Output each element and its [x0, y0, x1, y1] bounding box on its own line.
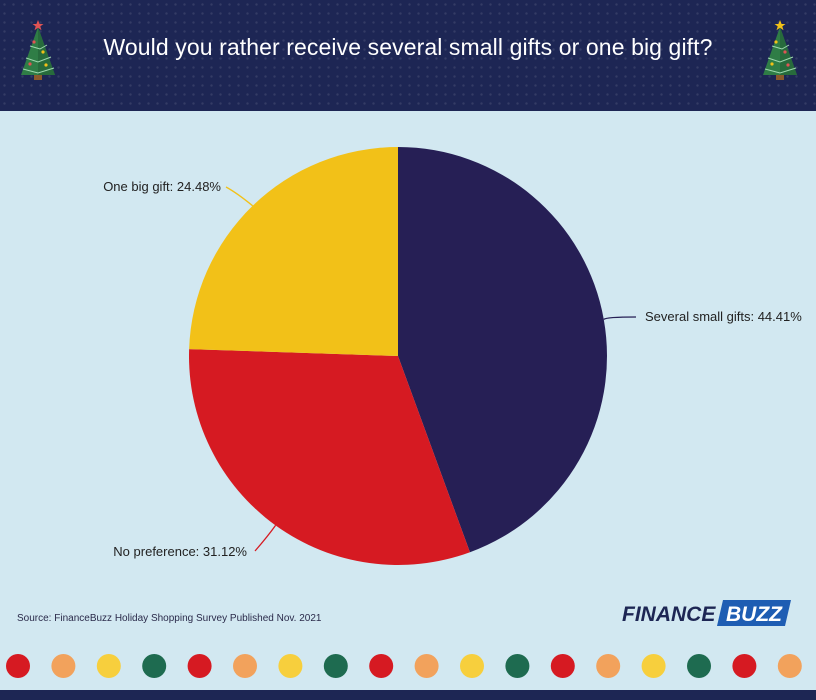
decorative-dot: [142, 654, 167, 678]
leader-line: [254, 524, 277, 552]
decorative-dot: [687, 654, 711, 678]
financebuzz-logo: FINANCE BUZZ: [622, 600, 791, 626]
decorative-dot: [732, 654, 757, 678]
data-label: Several small gifts: 44.41%: [645, 309, 802, 324]
decorative-dot: [460, 654, 484, 678]
decorative-dot: [96, 654, 121, 678]
decorative-dot: [777, 654, 802, 678]
header-banner: Would you rather receive several small g…: [0, 0, 816, 111]
decorative-dot: [550, 654, 575, 678]
logo-word-buzz: BUZZ: [726, 603, 783, 626]
decorative-dot: [369, 654, 394, 678]
footer-band: [0, 690, 816, 700]
decorative-dot: [187, 654, 212, 678]
decorative-dot: [414, 654, 439, 678]
logo-word-finance: FINANCE: [622, 603, 716, 626]
leader-line: [603, 316, 637, 321]
decorative-dot: [233, 654, 257, 678]
logo-buzz-background: [717, 600, 791, 626]
pie-slice-no-preference: [188, 349, 470, 565]
decorative-dot: [6, 654, 30, 678]
decorative-dot: [278, 654, 303, 678]
decorative-dot: [596, 654, 621, 678]
data-label: No preference: 31.12%: [113, 544, 247, 559]
pie-slice-one-big-gift: [189, 147, 398, 356]
chart-title: Would you rather receive several small g…: [103, 34, 713, 60]
decorative-dot: [505, 654, 530, 678]
pie-chart: Several small gifts: 44.41% No preference…: [103, 147, 802, 565]
source-note: Source: FinanceBuzz Holiday Shopping Sur…: [17, 613, 322, 624]
pie-slice-several-small-gifts: [398, 147, 607, 553]
leader-line: [225, 186, 254, 207]
data-label: One big gift: 24.48%: [103, 179, 221, 194]
christmas-tree-icon: [21, 20, 55, 80]
decorative-dot: [323, 654, 348, 678]
decorative-dot: [51, 654, 76, 678]
decorative-dot: [641, 654, 666, 678]
decorative-dots: [6, 654, 802, 678]
christmas-tree-icon: [763, 20, 797, 80]
